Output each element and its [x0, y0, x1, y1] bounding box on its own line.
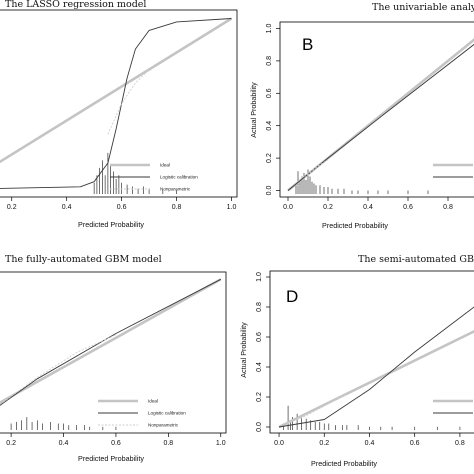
panel1-legend-label: Nonparametric [160, 187, 191, 192]
panel2-y-tick-label: 1.0 [266, 24, 273, 34]
panel1-plot-frame [0, 9, 238, 198]
panel2-x-tick-label: 0.0 [283, 204, 293, 211]
panel2-x-axis-label: Predicted Probability [322, 221, 388, 230]
panel2-series-line-3 [297, 159, 329, 186]
panel1-x-tick-label: 0.2 [7, 204, 17, 211]
panel4-x-axis-label: Predicted Probability [311, 459, 377, 468]
panel3-x-tick-label: 0.6 [111, 440, 121, 447]
panel1-legend-label: Ideal [160, 163, 170, 168]
panel4-x-tick-label: 0.2 [319, 440, 329, 447]
panel1-title: The LASSO regression model [5, 0, 146, 10]
panel3-x-axis-label: Predicted Probability [78, 454, 144, 463]
panel4-y-tick-label: 0.8 [256, 302, 263, 312]
panel4-title: The semi-automated GBM mo [358, 254, 474, 265]
panel4-y-tick-label: 0.6 [256, 332, 263, 342]
panel1-x-tick-label: 0.6 [117, 204, 127, 211]
panel4-series-line-2 [278, 306, 474, 428]
panel4-panel-letter: D [286, 287, 298, 306]
panel3-x-tick-label: 0.8 [163, 440, 173, 447]
panel3-legend-label: Ideal [148, 399, 158, 404]
panel4-plot-frame [269, 270, 474, 434]
panel3-series-line-3 [2, 334, 117, 403]
panel3-legend-label: Logistic calibration [148, 411, 186, 416]
panel1-series-line-3 [107, 69, 150, 135]
panel1-x-axis-label: Predicted Probability [78, 220, 144, 229]
panel2-y-axis-label: Actual Probability [249, 82, 258, 138]
panel2-panel-letter: B [302, 35, 313, 54]
panel4-x-tick-label: 0.8 [455, 440, 465, 447]
panel2-y-tick-label: 0.4 [266, 121, 273, 131]
panel3-plot-frame [0, 271, 227, 434]
panel3-series-line-1 [0, 278, 222, 405]
panel3-x-tick-label: 1.0 [216, 440, 226, 447]
panel1-series-line-1 [0, 17, 233, 164]
panel2-x-tick-label: 0.6 [403, 204, 413, 211]
panel2-title: The univariable analysis [372, 2, 474, 13]
panel2-x-tick-label: 0.4 [363, 204, 373, 211]
panel2-y-tick-label: 0.6 [266, 88, 273, 98]
panel3-x-tick-label: 0.4 [59, 440, 69, 447]
panel1-legend-label: Logistic calibration [160, 175, 198, 180]
panel2-y-tick-label: 0.8 [266, 56, 273, 66]
panel2-y-tick-label: 0.0 [266, 186, 273, 196]
panel1-series-line-2 [0, 18, 232, 189]
panel4-y-tick-label: 0.2 [256, 392, 263, 402]
panel3-series-line-2 [0, 278, 222, 406]
panel1-x-tick-label: 1.0 [227, 204, 237, 211]
panel3-title: The fully-automated GBM model [5, 254, 162, 265]
panel2-plot-frame [279, 21, 474, 198]
panel4-y-tick-label: 0.4 [256, 362, 263, 372]
panel2-x-tick-label: 0.8 [443, 204, 453, 211]
panel1-x-tick-label: 0.8 [172, 204, 182, 211]
panel1-x-tick-label: 0.4 [62, 204, 72, 211]
panel4-y-tick-label: 1.0 [256, 272, 263, 282]
panel4-x-tick-label: 0.0 [274, 440, 284, 447]
panel4-series-line-1 [278, 330, 474, 429]
panel4-y-tick-label: 0.0 [256, 422, 263, 432]
panel3-x-tick-label: 0.2 [6, 440, 16, 447]
panel3-legend-label: Nonparametric [148, 423, 179, 428]
panel4-x-tick-label: 0.6 [410, 440, 420, 447]
panel4-series-line-3 [283, 393, 348, 425]
panel4-y-axis-label: Actual Probability [239, 322, 248, 378]
panel4-x-tick-label: 0.4 [365, 440, 375, 447]
panel2-y-tick-label: 0.2 [266, 153, 273, 163]
panel2-x-tick-label: 0.2 [323, 204, 333, 211]
